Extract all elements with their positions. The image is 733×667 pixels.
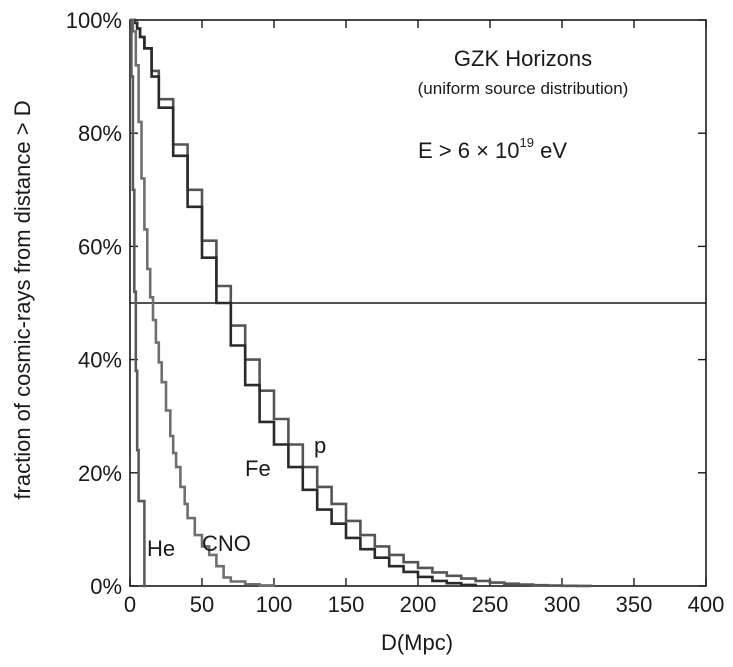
x-tick-label: 50 xyxy=(190,592,214,617)
y-tick-label: 40% xyxy=(78,348,122,373)
x-tick-label: 300 xyxy=(544,592,581,617)
x-tick-label: 100 xyxy=(256,592,293,617)
energy-exponent: 19 xyxy=(520,135,534,150)
x-tick-label: 350 xyxy=(616,592,653,617)
y-tick-label: 100% xyxy=(66,8,122,33)
x-axis-label: D(Mpc) xyxy=(381,630,453,655)
series-label-he: He xyxy=(147,536,175,561)
series-layer xyxy=(130,18,706,588)
x-tick-label: 400 xyxy=(688,592,725,617)
energy-unit: eV xyxy=(534,138,567,163)
series-line-fe xyxy=(130,18,477,587)
x-tick-label: 0 xyxy=(124,592,136,617)
x-tick-label: 200 xyxy=(400,592,437,617)
y-axis-label: fraction of cosmic-rays from distance > … xyxy=(10,100,35,499)
y-tick-label: 0% xyxy=(90,574,122,599)
series-line-he xyxy=(130,18,146,588)
x-axis: 0 50 100 150 200 250 300 350 400 xyxy=(124,20,724,617)
y-tick-label: 60% xyxy=(78,234,122,259)
series-label-fe: Fe xyxy=(245,456,271,481)
x-tick-label: 250 xyxy=(472,592,509,617)
y-tick-label: 80% xyxy=(78,121,122,146)
x-tick-label: 150 xyxy=(328,592,365,617)
annotation-subtitle: (uniform source distribution) xyxy=(418,79,629,98)
energy-prefix: E > 6 × 10 xyxy=(418,138,520,163)
y-tick-label: 20% xyxy=(78,461,122,486)
y-axis: 0% 20% 40% 60% 80% 100% xyxy=(66,8,706,599)
series-label-p: p xyxy=(314,433,326,458)
series-line-cno xyxy=(130,18,276,587)
series-label-cno: CNO xyxy=(202,531,251,556)
annotation-energy: E > 6 × 1019 eV xyxy=(418,135,567,163)
annotation-title: GZK Horizons xyxy=(454,46,592,71)
